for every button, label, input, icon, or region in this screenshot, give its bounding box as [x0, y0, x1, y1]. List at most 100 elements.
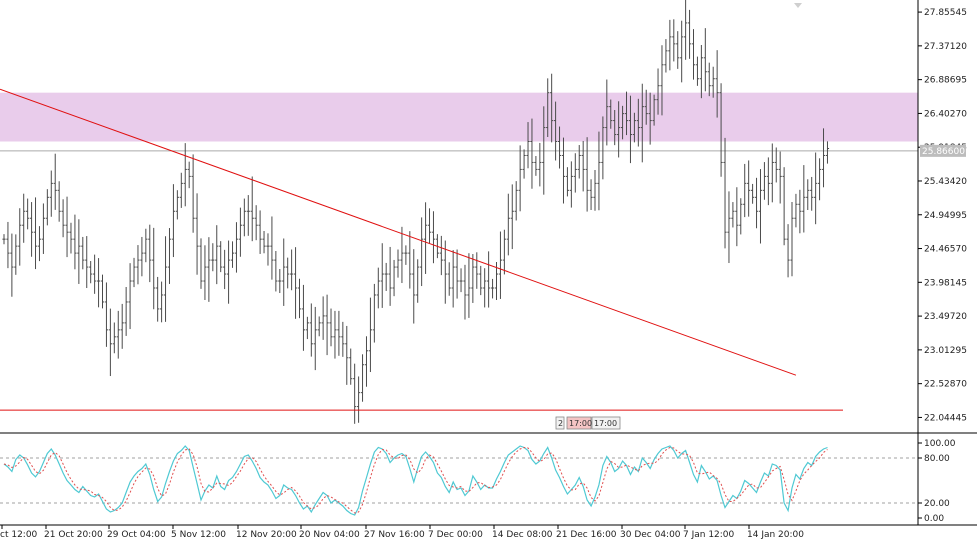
- price-bar: [179, 172, 183, 208]
- price-tick-label: 22.04445: [924, 413, 967, 423]
- price-bar: [498, 231, 503, 299]
- price-bar: [69, 222, 73, 254]
- price-bar: [286, 257, 290, 289]
- price-bar: [703, 28, 707, 92]
- price-bar: [211, 243, 215, 272]
- price-bar: [254, 205, 258, 241]
- price-bar: [234, 222, 239, 273]
- price-bar: [557, 126, 562, 169]
- price-bar: [817, 158, 822, 201]
- price-bar: [207, 237, 211, 302]
- price-bar: [65, 196, 69, 258]
- price-bar: [305, 316, 309, 340]
- price-bar: [471, 254, 475, 303]
- oscillator-tick-label: 80.00: [924, 454, 950, 464]
- price-bar: [120, 303, 124, 349]
- price-bar: [226, 240, 231, 304]
- time-stamp: 17:00: [569, 419, 592, 428]
- time-tick-label: 27 Nov 16:00: [364, 530, 425, 540]
- price-bar: [546, 78, 550, 138]
- price-bar: [628, 95, 633, 164]
- price-tick-label: 26.88695: [924, 76, 967, 86]
- price-bar: [368, 297, 373, 373]
- price-bar: [735, 187, 739, 247]
- price-bar: [676, 31, 680, 69]
- price-bar: [723, 137, 727, 249]
- price-bar: [376, 267, 380, 309]
- price-bar: [798, 189, 802, 234]
- trendline[interactable]: [0, 88, 797, 376]
- price-bar: [353, 363, 357, 424]
- price-bar: [550, 73, 554, 143]
- price-bar: [825, 141, 830, 164]
- price-bar: [652, 94, 656, 126]
- price-bar: [57, 181, 61, 222]
- price-bar: [455, 249, 459, 299]
- price-bar: [782, 167, 786, 246]
- price-bar: [45, 189, 49, 226]
- price-bar: [420, 217, 424, 287]
- price-bar: [89, 261, 93, 284]
- oscillator-tick-label: 20.00: [924, 499, 950, 509]
- price-bar: [774, 147, 778, 183]
- price-bar: [100, 274, 105, 309]
- price-bar: [85, 236, 89, 289]
- oscillator-signal-line: [3, 446, 828, 514]
- price-bar: [400, 226, 404, 284]
- price-tick-label: 23.01295: [924, 346, 967, 356]
- price-bar: [187, 161, 191, 189]
- price-tick-label: 23.49720: [924, 312, 967, 322]
- price-bar: [81, 236, 85, 270]
- price-bar: [620, 105, 625, 140]
- time-stamp: 17:00: [594, 419, 617, 428]
- price-bar: [656, 68, 660, 115]
- price-bar: [53, 153, 57, 210]
- price-bar: [640, 83, 644, 163]
- price-bar: [447, 262, 451, 296]
- price-bar: [297, 278, 302, 319]
- price-bar: [282, 238, 286, 306]
- price-bar: [404, 245, 408, 265]
- time-tick-label: 5 Nov 12:00: [171, 530, 226, 540]
- oscillator-tick-label: 100.00: [924, 439, 956, 449]
- time-tick-label: 21 Dec 16:00: [556, 530, 617, 540]
- price-bar: [317, 316, 321, 337]
- price-bar: [483, 268, 487, 308]
- price-bar: [199, 238, 203, 289]
- price-bar: [589, 179, 593, 211]
- price-tick-label: 26.40270: [924, 109, 967, 119]
- price-bar: [238, 207, 242, 257]
- price-bar: [687, 9, 692, 59]
- price-bar: [171, 184, 176, 258]
- price-bar: [534, 156, 538, 176]
- scroll-marker-icon[interactable]: [794, 3, 802, 8]
- price-bar: [96, 258, 101, 308]
- price-bar: [711, 66, 715, 98]
- price-bar: [467, 253, 471, 318]
- price-bar: [699, 44, 703, 99]
- price-bar: [246, 195, 250, 236]
- price-bar: [242, 198, 246, 237]
- price-bar: [93, 254, 97, 294]
- price-bar: [14, 234, 18, 275]
- price-bar: [258, 210, 262, 254]
- price-bar: [684, 0, 688, 60]
- price-bar: [514, 181, 518, 221]
- price-bar: [644, 89, 648, 125]
- time-tick-label: 14 Jan 20:00: [747, 530, 804, 540]
- resistance-zone[interactable]: [0, 92, 918, 142]
- price-bar: [33, 197, 38, 270]
- price-bar: [160, 281, 164, 323]
- price-bar: [506, 193, 510, 256]
- price-bar: [333, 310, 337, 359]
- price-bar: [49, 170, 53, 217]
- price-tick-label: 22.52870: [924, 380, 967, 390]
- price-bar: [707, 62, 711, 97]
- price-bar: [475, 252, 479, 289]
- price-bar: [372, 283, 376, 343]
- price-bar: [18, 208, 22, 266]
- price-bar: [266, 233, 270, 266]
- time-stamp-box: [591, 416, 621, 430]
- price-bar: [518, 145, 522, 212]
